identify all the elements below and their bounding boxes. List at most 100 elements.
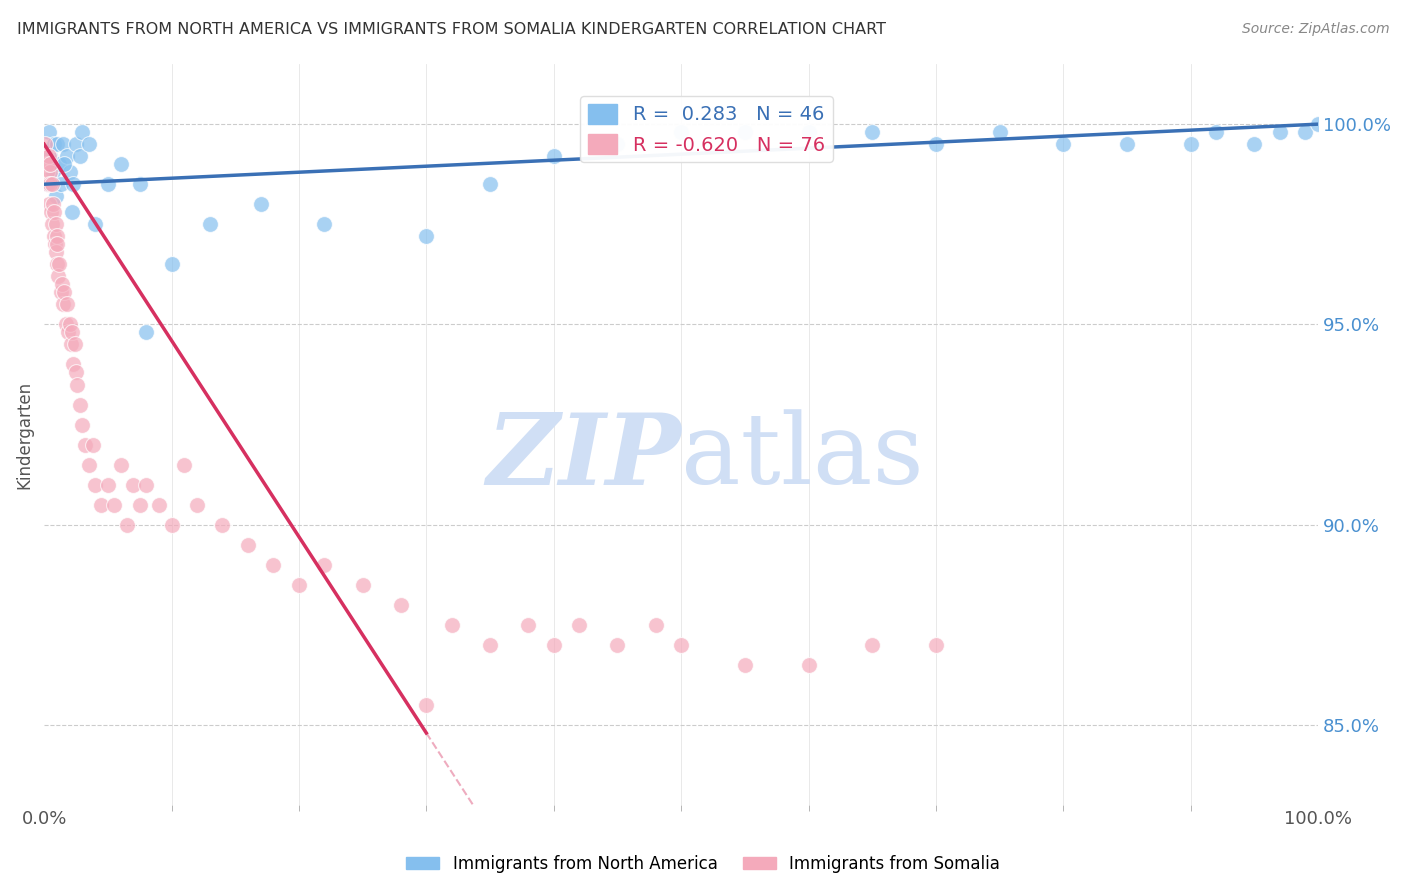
Point bbox=[288, 578, 311, 592]
Point bbox=[925, 638, 948, 652]
Point bbox=[644, 617, 666, 632]
Point bbox=[69, 149, 91, 163]
Point bbox=[925, 137, 948, 152]
Text: IMMIGRANTS FROM NORTH AMERICA VS IMMIGRANTS FROM SOMALIA KINDERGARTEN CORRELATIO: IMMIGRANTS FROM NORTH AMERICA VS IMMIGRA… bbox=[17, 22, 886, 37]
Point bbox=[1052, 137, 1074, 152]
Point bbox=[1243, 137, 1265, 152]
Point bbox=[52, 137, 75, 152]
Point bbox=[46, 269, 69, 284]
Point bbox=[66, 377, 89, 392]
Point bbox=[60, 205, 83, 219]
Point bbox=[41, 217, 63, 231]
Point bbox=[115, 517, 138, 532]
Point bbox=[48, 157, 70, 171]
Point bbox=[314, 558, 336, 572]
Point bbox=[38, 197, 60, 211]
Point bbox=[97, 178, 120, 192]
Point bbox=[42, 165, 65, 179]
Point bbox=[82, 437, 104, 451]
Text: atlas: atlas bbox=[681, 409, 924, 505]
Point bbox=[49, 178, 72, 192]
Point bbox=[37, 178, 59, 192]
Point bbox=[44, 205, 66, 219]
Point bbox=[97, 477, 120, 491]
Point bbox=[53, 285, 76, 300]
Point bbox=[198, 217, 221, 231]
Point bbox=[48, 257, 70, 271]
Point bbox=[148, 498, 170, 512]
Point bbox=[51, 277, 73, 292]
Point bbox=[543, 149, 565, 163]
Point bbox=[39, 205, 62, 219]
Point bbox=[42, 197, 65, 211]
Point bbox=[128, 498, 150, 512]
Point bbox=[236, 538, 259, 552]
Point bbox=[84, 217, 107, 231]
Point bbox=[69, 398, 91, 412]
Point bbox=[734, 125, 756, 139]
Point bbox=[39, 157, 62, 171]
Point bbox=[58, 318, 80, 332]
Point bbox=[45, 137, 67, 152]
Point bbox=[103, 498, 125, 512]
Point bbox=[517, 617, 540, 632]
Point bbox=[440, 617, 463, 632]
Point bbox=[1180, 137, 1202, 152]
Point bbox=[1205, 125, 1227, 139]
Text: ZIP: ZIP bbox=[486, 409, 681, 505]
Point bbox=[249, 197, 271, 211]
Point bbox=[62, 358, 84, 372]
Point bbox=[415, 698, 437, 712]
Point bbox=[135, 326, 157, 340]
Point bbox=[65, 137, 87, 152]
Point bbox=[46, 237, 69, 252]
Point bbox=[58, 326, 80, 340]
Point bbox=[389, 598, 412, 612]
Point bbox=[38, 149, 60, 163]
Point bbox=[65, 366, 87, 380]
Point bbox=[606, 638, 628, 652]
Point bbox=[45, 257, 67, 271]
Point bbox=[34, 137, 56, 152]
Point bbox=[860, 638, 883, 652]
Point bbox=[35, 165, 58, 179]
Point bbox=[1308, 117, 1330, 131]
Point bbox=[479, 178, 502, 192]
Point bbox=[797, 657, 820, 672]
Point bbox=[72, 125, 94, 139]
Point bbox=[44, 237, 66, 252]
Point bbox=[606, 137, 628, 152]
Point bbox=[352, 578, 374, 592]
Point bbox=[59, 337, 82, 351]
Point bbox=[110, 157, 132, 171]
Point bbox=[128, 178, 150, 192]
Point bbox=[860, 125, 883, 139]
Point bbox=[58, 165, 80, 179]
Point bbox=[211, 517, 233, 532]
Point bbox=[56, 297, 79, 311]
Point bbox=[1268, 125, 1291, 139]
Point bbox=[77, 458, 100, 472]
Point bbox=[55, 318, 77, 332]
Point bbox=[37, 157, 59, 171]
Point bbox=[77, 137, 100, 152]
Point bbox=[38, 165, 60, 179]
Legend: Immigrants from North America, Immigrants from Somalia: Immigrants from North America, Immigrant… bbox=[399, 848, 1007, 880]
Point bbox=[49, 285, 72, 300]
Point bbox=[38, 125, 60, 139]
Point bbox=[60, 326, 83, 340]
Point bbox=[41, 178, 63, 192]
Point bbox=[1294, 125, 1316, 139]
Point bbox=[62, 178, 84, 192]
Point bbox=[122, 477, 145, 491]
Point bbox=[45, 245, 67, 260]
Point bbox=[415, 229, 437, 244]
Point bbox=[262, 558, 284, 572]
Point bbox=[1116, 137, 1139, 152]
Point bbox=[44, 137, 66, 152]
Point bbox=[669, 638, 692, 652]
Point bbox=[42, 229, 65, 244]
Text: Source: ZipAtlas.com: Source: ZipAtlas.com bbox=[1241, 22, 1389, 37]
Point bbox=[797, 125, 820, 139]
Point bbox=[186, 498, 208, 512]
